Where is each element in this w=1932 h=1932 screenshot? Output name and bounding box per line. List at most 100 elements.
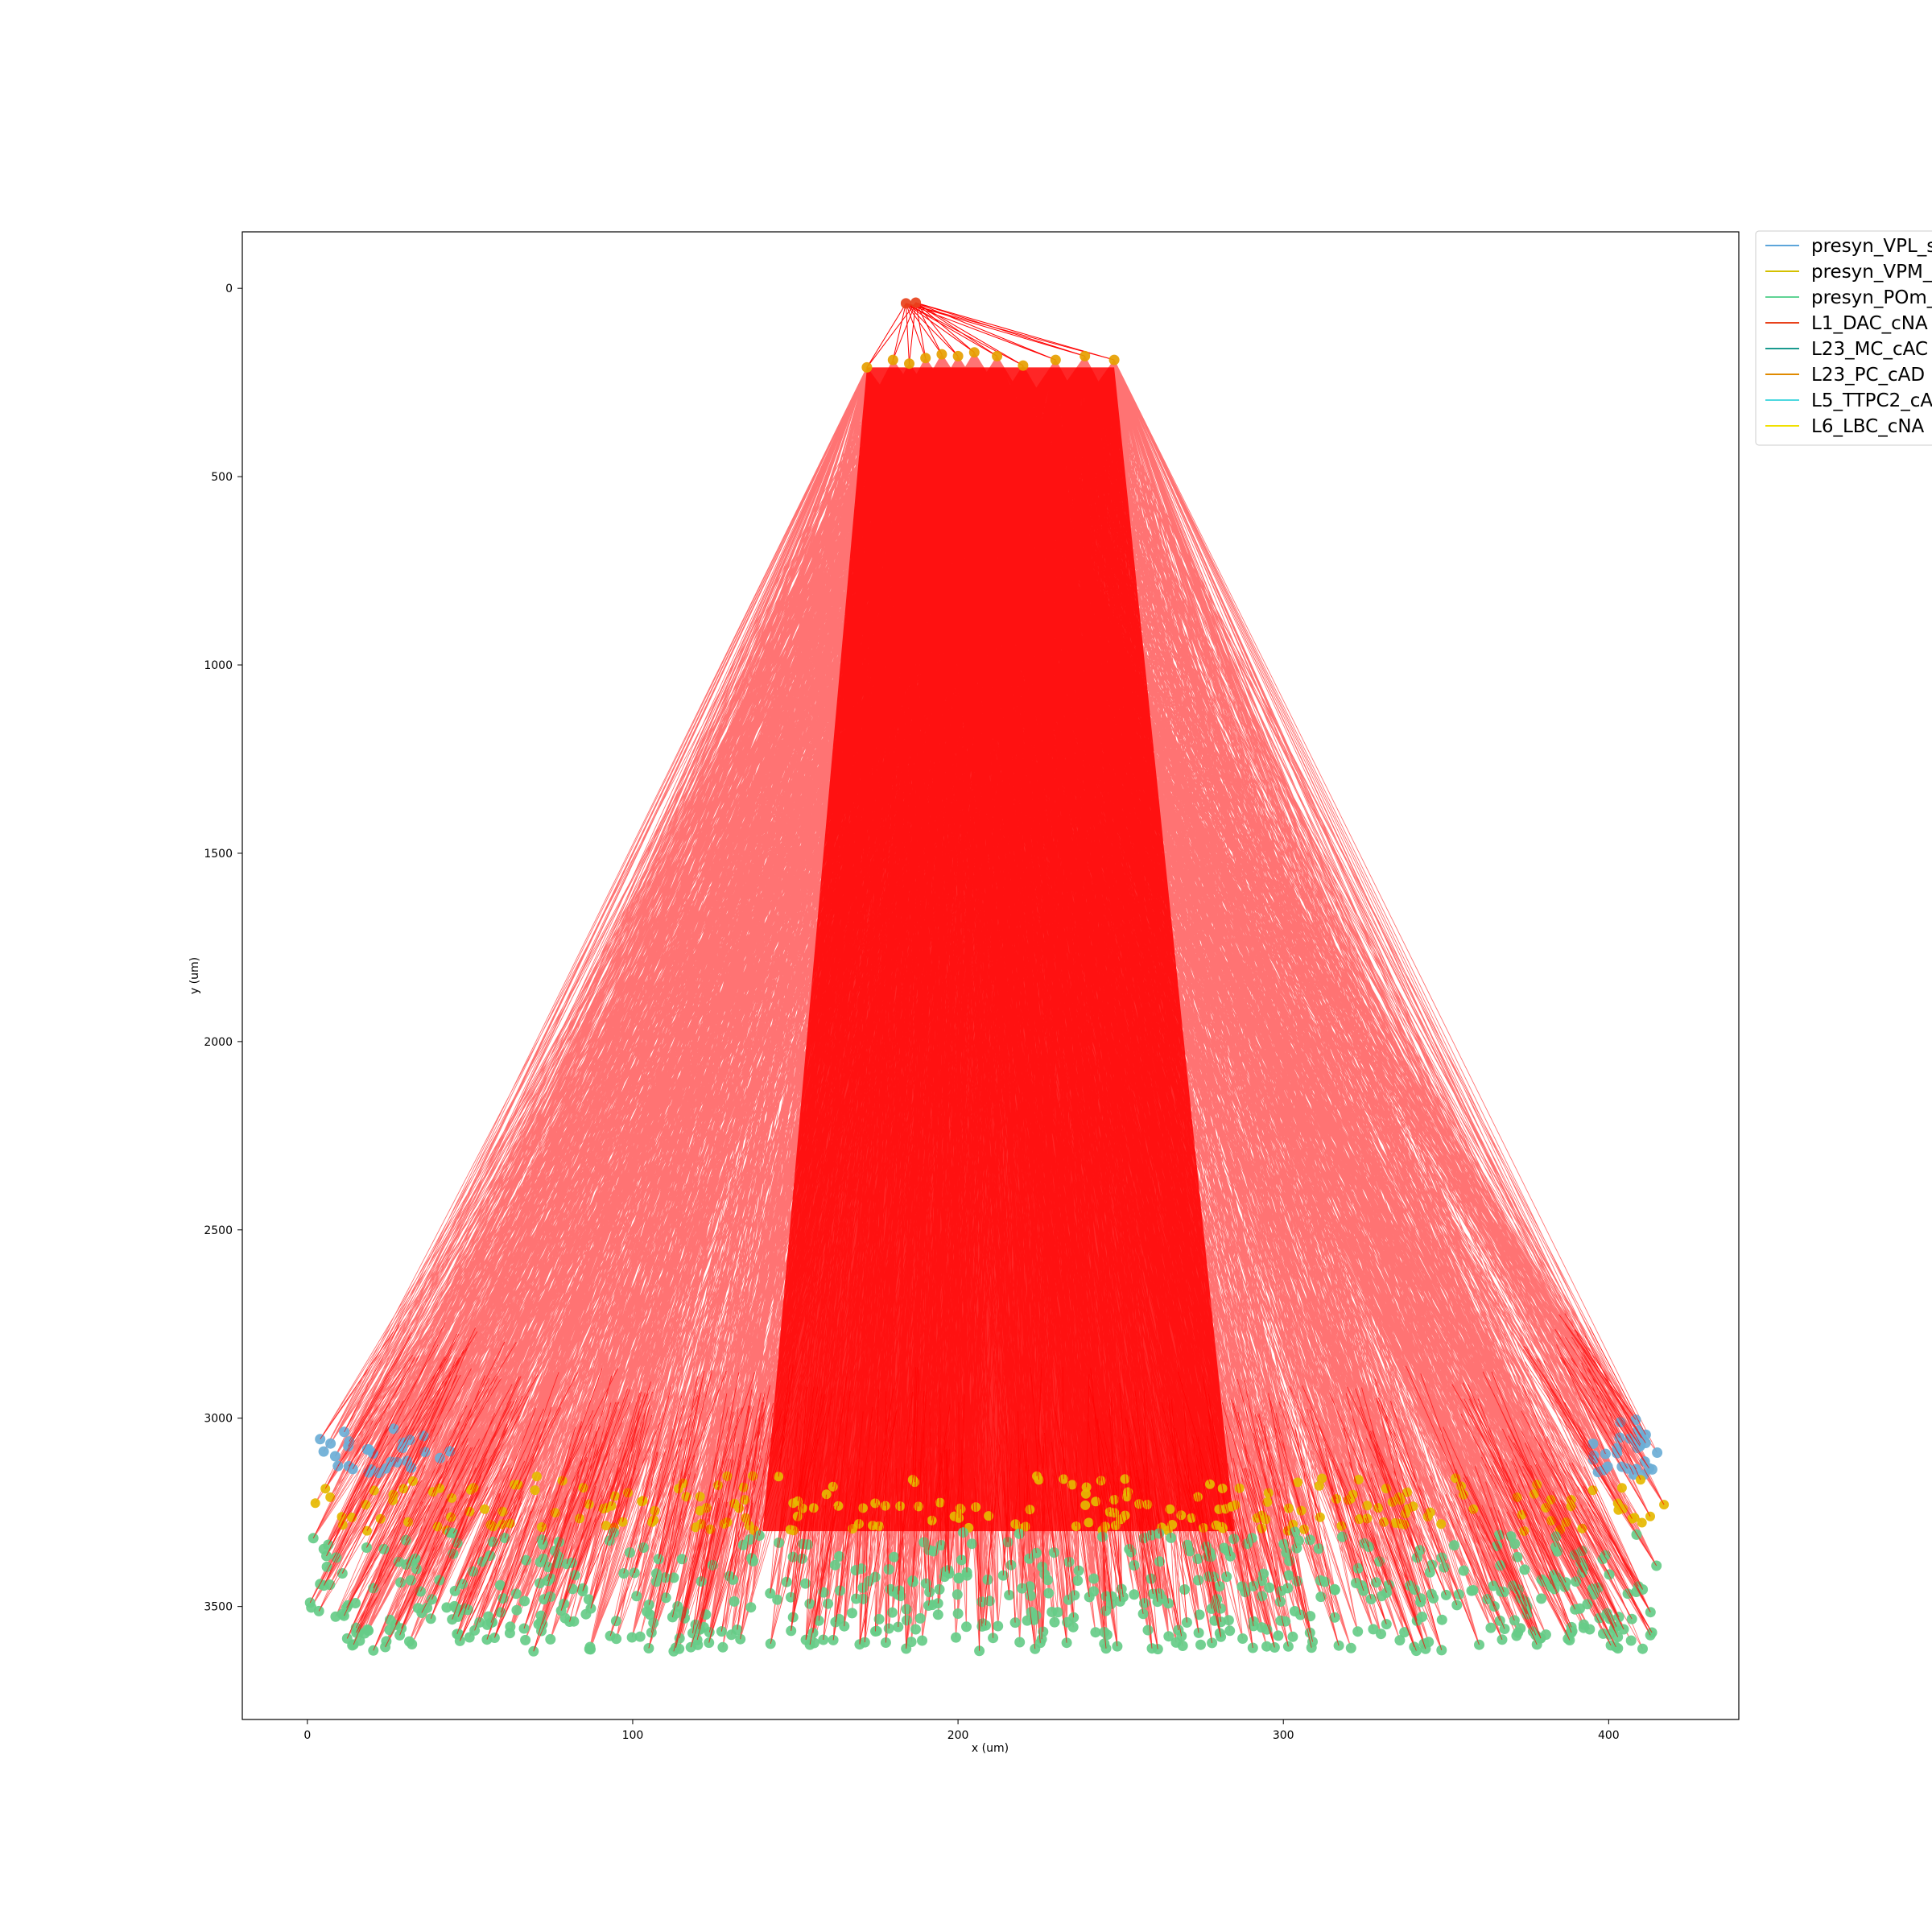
presyn_POm-point — [886, 1607, 898, 1618]
presyn_POm-point — [984, 1596, 995, 1607]
l1-connection-line — [866, 302, 916, 368]
presyn_POm-point — [1293, 1535, 1304, 1546]
presyn_VPM-point — [1468, 1504, 1479, 1514]
presyn_VPM-point — [1436, 1519, 1447, 1530]
l1-connection-line — [906, 303, 1085, 357]
presyn_POm-point — [1112, 1641, 1123, 1652]
presyn_POm-point — [1468, 1585, 1479, 1596]
presyn_POm-point — [982, 1574, 993, 1585]
presyn_VPM-point — [691, 1522, 701, 1533]
presyn_POm-point — [1509, 1538, 1521, 1550]
target_cells_top-point — [936, 349, 947, 360]
target_cells_top-point — [904, 358, 914, 369]
presyn_VPM-point — [858, 1503, 868, 1513]
y-tick-label: 500 — [211, 471, 233, 484]
cell-points — [304, 297, 1670, 1657]
presyn_POm-point — [747, 1555, 758, 1567]
presyn_POm-point — [519, 1596, 530, 1607]
presyn_POm-point — [1261, 1641, 1272, 1652]
presyn_POm-point — [1072, 1575, 1084, 1586]
presyn_POm-point — [520, 1554, 531, 1566]
presyn_POm-point — [1352, 1626, 1364, 1637]
target_cells_top-point — [1108, 354, 1120, 365]
presyn_POm-point — [1273, 1630, 1284, 1641]
presyn_POm-point — [1582, 1599, 1593, 1610]
presyn_POm-point — [1598, 1628, 1608, 1639]
presyn_POm-point — [1223, 1615, 1234, 1626]
presyn_VPM-point — [1637, 1517, 1647, 1528]
presyn_POm-point — [441, 1602, 452, 1613]
axis-ticks: 0 100 200 300 400 0 500 1000 1500 2000 2500 3000 350… — [204, 283, 1619, 1742]
y-tick-label: 2500 — [204, 1224, 233, 1237]
presyn_POm-point — [1337, 1531, 1348, 1542]
presyn_VPM-point — [530, 1485, 540, 1496]
presyn_POm-point — [1014, 1637, 1026, 1648]
presyn_POm-point — [378, 1543, 390, 1554]
presyn_VPM-point — [637, 1496, 647, 1507]
presyn_POm-point — [384, 1624, 395, 1636]
presyn_VPL-point — [1587, 1439, 1599, 1449]
legend-entry: L23_MC_cAC — [1811, 339, 1928, 360]
legend-entry: presyn_VPM_s — [1811, 262, 1932, 283]
target_cells_top-point — [1080, 350, 1091, 361]
x-axis-label: x (um) — [972, 1742, 1009, 1755]
presyn_POm-point — [626, 1632, 638, 1643]
presyn_POm-point — [306, 1602, 317, 1613]
presyn_VPL-point — [1616, 1461, 1628, 1472]
presyn_POm-point — [1182, 1539, 1193, 1550]
presyn_POm-point — [850, 1565, 861, 1576]
presyn_POm-point — [1088, 1573, 1100, 1584]
presyn_POm-point — [774, 1537, 784, 1548]
presyn_POm-point — [1485, 1622, 1496, 1633]
presyn_POm-point — [1030, 1610, 1042, 1621]
presyn_VPM-point — [1025, 1505, 1035, 1515]
presyn_POm-point — [953, 1573, 964, 1584]
l1-connection-line — [915, 302, 959, 357]
legend-entry: presyn_VPL_s — [1811, 236, 1932, 257]
L1_DAC_cNA-point — [900, 298, 911, 309]
presyn_POm-point — [729, 1596, 740, 1607]
presyn_POm-point — [901, 1615, 912, 1626]
presyn_POm-point — [823, 1598, 834, 1609]
presyn_POm-point — [1376, 1629, 1386, 1640]
presyn_POm-point — [1224, 1625, 1236, 1637]
presyn_VPM-point — [310, 1498, 320, 1509]
presyn_POm-point — [871, 1625, 882, 1637]
target_cells_top-point — [1050, 354, 1061, 365]
presyn_POm-point — [1394, 1635, 1406, 1646]
presyn_POm-point — [354, 1635, 365, 1646]
presyn_POm-point — [1142, 1624, 1154, 1636]
presyn_VPM-point — [1616, 1483, 1627, 1493]
presyn_POm-point — [362, 1624, 374, 1635]
presyn_POm-point — [1513, 1627, 1524, 1638]
presyn_POm-point — [1368, 1624, 1379, 1635]
presyn_VPM-point — [1587, 1485, 1598, 1496]
presyn_POm-point — [932, 1609, 943, 1620]
presyn_POm-point — [483, 1611, 494, 1622]
presyn_VPM-point — [480, 1504, 489, 1514]
presyn_POm-point — [405, 1575, 416, 1586]
presyn_POm-point — [885, 1583, 896, 1595]
presyn_POm-point — [1043, 1587, 1055, 1599]
presyn_POm-point — [324, 1579, 336, 1591]
presyn_POm-point — [1240, 1587, 1251, 1598]
target_cells_top-point — [1018, 360, 1029, 371]
presyn_VPM-point — [1091, 1496, 1101, 1507]
target_cells_top-point — [887, 354, 898, 365]
L1_DAC_cNA-point — [910, 297, 922, 308]
presyn_POm-point — [889, 1551, 900, 1563]
presyn_VPM-point — [510, 1480, 520, 1490]
presyn_POm-point — [958, 1527, 968, 1538]
x-tick-label: 300 — [1273, 1729, 1294, 1742]
presyn_POm-point — [1448, 1540, 1459, 1551]
l1-connection-line — [892, 302, 917, 361]
presyn_POm-point — [1088, 1586, 1099, 1597]
l1-connection-line — [915, 302, 1024, 366]
presyn_POm-point — [993, 1620, 1004, 1632]
presyn_POm-point — [772, 1594, 783, 1605]
presyn_VPM-point — [1084, 1517, 1094, 1528]
presyn_VPM-point — [1080, 1500, 1091, 1510]
l1-connection-line — [915, 302, 1115, 361]
presyn_POm-point — [804, 1639, 815, 1650]
